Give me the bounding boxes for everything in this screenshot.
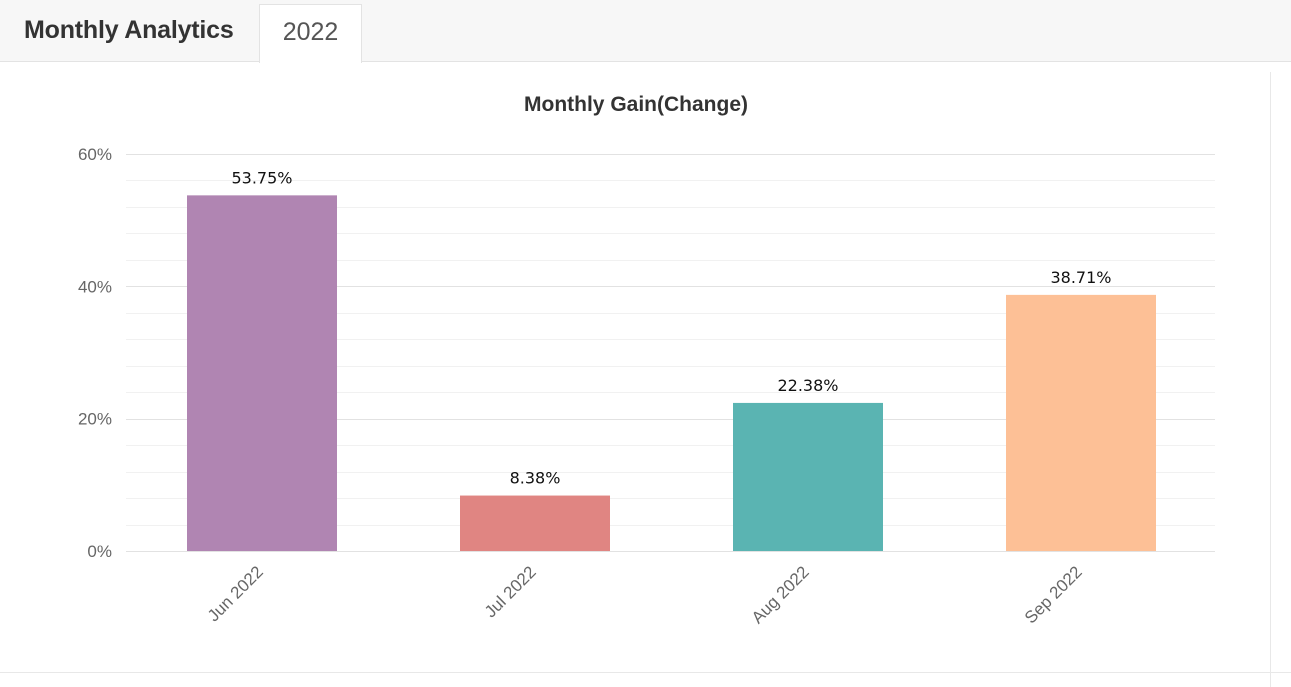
y-tick-label: 0% bbox=[87, 542, 112, 561]
data-labels: 53.75% 8.38% 22.38% 38.71% bbox=[231, 168, 1111, 487]
bar-aug-2022[interactable] bbox=[733, 402, 883, 551]
x-axis: Jun 2022 Jul 2022 Aug 2022 Sep 2022 bbox=[204, 562, 1086, 627]
x-tick-label: Jul 2022 bbox=[481, 562, 540, 621]
y-axis: 0% 20% 40% 60% bbox=[78, 145, 112, 561]
data-label: 53.75% bbox=[231, 168, 292, 187]
bar-jul-2022[interactable] bbox=[460, 495, 610, 551]
bars bbox=[187, 195, 1156, 551]
y-tick-label: 40% bbox=[78, 277, 112, 296]
chart-area: Monthly Gain(Change) 0% 20% 40% 60% 53.75% 8… bbox=[0, 62, 1291, 672]
data-label: 22.38% bbox=[777, 376, 838, 395]
x-tick-label: Jun 2022 bbox=[204, 562, 267, 625]
x-tick-label: Aug 2022 bbox=[748, 562, 813, 627]
bar-jun-2022[interactable] bbox=[187, 195, 337, 551]
x-tick-label: Sep 2022 bbox=[1021, 562, 1086, 627]
bar-sep-2022[interactable] bbox=[1006, 294, 1156, 551]
panel-divider-right bbox=[1270, 72, 1271, 687]
y-tick-label: 20% bbox=[78, 410, 112, 429]
monthly-gain-chart: Monthly Gain(Change) 0% 20% 40% 60% 53.75% 8… bbox=[78, 93, 1215, 627]
tab-bar: Monthly Analytics 2022 bbox=[0, 0, 1291, 63]
page-title: Monthly Analytics bbox=[24, 16, 234, 44]
y-tick-label: 60% bbox=[78, 145, 112, 164]
panel-divider-bottom bbox=[0, 672, 1291, 673]
tab-year[interactable]: 2022 bbox=[259, 4, 362, 63]
data-label: 38.71% bbox=[1050, 268, 1111, 287]
chart-title: Monthly Gain(Change) bbox=[524, 93, 748, 116]
data-label: 8.38% bbox=[510, 469, 561, 488]
